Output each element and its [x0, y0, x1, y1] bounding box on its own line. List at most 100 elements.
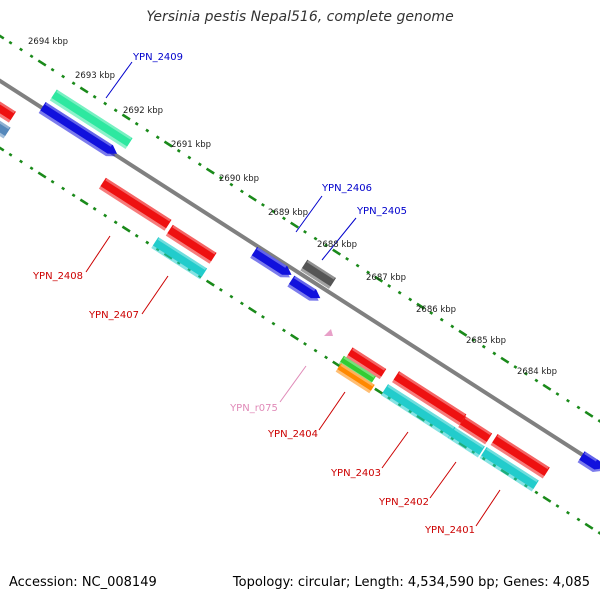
bar-highlight: [293, 276, 316, 292]
bar-body: [449, 427, 485, 455]
bar-highlight: [352, 347, 386, 371]
outer-tick-ring: [0, 34, 600, 423]
tick-mark: [61, 186, 66, 191]
kbp-tick-label: 2688 kbp: [317, 240, 357, 250]
leader-line: [429, 461, 457, 499]
tick-mark: [513, 365, 518, 369]
gene-bar-ypn-2401[interactable]: [490, 434, 550, 479]
gene-label-ypn-2405[interactable]: YPN_2405: [356, 206, 407, 217]
gene-label-ypn-2404[interactable]: YPN_2404: [267, 429, 318, 440]
leader-line: [85, 235, 111, 273]
tick-mark: [19, 47, 24, 52]
tick-mark: [471, 338, 476, 342]
bar-highlight: [45, 102, 113, 147]
tick-mark: [71, 193, 76, 198]
bar-highlight: [0, 100, 16, 114]
gene-label-ypn-2407[interactable]: YPN_2407: [88, 310, 139, 321]
tick-mark: [387, 284, 392, 288]
gene-bar-ypn-2409[interactable]: [49, 89, 133, 150]
tick-mark: [324, 243, 329, 248]
bar-body: [382, 384, 456, 436]
tick-mark: [229, 182, 234, 187]
bar-body: [51, 89, 133, 147]
tick-mark: [555, 392, 560, 396]
gene-bar-ypn-2405[interactable]: [300, 259, 337, 289]
gene-bar-ypn-2403[interactable]: [392, 371, 467, 426]
label-leaders: [85, 61, 501, 527]
tick-mark: [458, 329, 468, 337]
bar-body: [0, 99, 16, 121]
gene-bar-ypn-2406[interactable]: [250, 246, 294, 282]
gene-bar-ypn-2402-b[interactable]: [458, 416, 493, 445]
kbp-tick-label: 2693 kbp: [75, 71, 115, 81]
gene-bar-trna[interactable]: [335, 363, 375, 394]
tick-mark: [566, 398, 570, 403]
tick-mark: [534, 378, 539, 383]
leader-line: [279, 365, 307, 403]
tick-mark: [555, 504, 560, 508]
topology-text: Topology: circular; Length: 4,534,590 bp…: [232, 575, 590, 590]
tick-mark: [79, 86, 89, 94]
kbp-tick-label: 2684 kbp: [517, 367, 557, 377]
tick-mark: [134, 233, 139, 238]
gene-bar-ypn-2408[interactable]: [98, 177, 172, 231]
gene-bar-ypn-2408-b[interactable]: [165, 224, 217, 264]
kbp-tick-label: 2687 kbp: [366, 273, 406, 283]
bar-body: [459, 416, 493, 442]
bar-highlight: [343, 356, 376, 378]
gene-bar-ypn-2402[interactable]: [381, 384, 456, 439]
bar-body: [337, 363, 375, 391]
tick-mark: [8, 152, 13, 157]
tick-mark: [332, 360, 342, 368]
leader-line: [141, 275, 169, 315]
gene-label-ypn-2408[interactable]: YPN_2408: [32, 271, 83, 282]
tick-mark: [113, 220, 118, 225]
gene-marker-ypn-r075[interactable]: [324, 329, 333, 336]
gene-bar-ypn-2402-c[interactable]: [447, 427, 485, 458]
gene-bar-edge-left[interactable]: [0, 99, 16, 123]
tick-mark: [374, 275, 384, 283]
gene-bar-ypn-2409-cds[interactable]: [38, 102, 120, 160]
tick-mark: [29, 166, 34, 171]
gene-bar-ypn-2401-b[interactable]: [479, 447, 539, 492]
tick-mark: [450, 324, 455, 329]
gene-label-ypn-2402[interactable]: YPN_2402: [378, 497, 429, 508]
gene-label-ypn-2409[interactable]: YPN_2409: [132, 52, 183, 63]
tick-mark: [542, 495, 552, 503]
tick-mark: [271, 321, 276, 326]
tick-mark: [176, 148, 181, 153]
gene-bar-ypn-2407[interactable]: [151, 237, 208, 280]
bar-body: [347, 347, 387, 377]
tick-mark: [429, 311, 434, 315]
bar-highlight: [340, 363, 374, 387]
tick-mark: [103, 101, 108, 106]
kbp-tick-label: 2689 kbp: [268, 208, 308, 218]
tick-mark: [247, 194, 257, 202]
gene-bar-edge[interactable]: [577, 451, 600, 475]
bar-body: [288, 275, 321, 299]
gene-bar-ypn-2406-b[interactable]: [287, 275, 323, 305]
leader-line: [318, 391, 346, 431]
tick-mark: [121, 225, 131, 233]
tick-mark: [113, 108, 118, 113]
gene-label-ypn-2406[interactable]: YPN_2406: [321, 183, 372, 194]
tick-mark: [247, 306, 257, 314]
gene-label-ypn-r075[interactable]: YPN_r075: [229, 403, 278, 414]
bar-body: [100, 177, 172, 229]
tick-mark: [71, 81, 76, 86]
gene-bar-edge-left-b[interactable]: [0, 120, 11, 139]
gene-bar-rrna[interactable]: [338, 355, 376, 385]
bar-highlight: [454, 427, 485, 449]
bar-highlight: [387, 384, 455, 429]
tick-mark: [50, 179, 55, 184]
gene-bar-ypn-2404[interactable]: [346, 347, 387, 380]
tick-mark: [542, 383, 552, 391]
gene-label-ypn-2403[interactable]: YPN_2403: [330, 468, 381, 479]
tick-mark: [229, 294, 234, 299]
gene-label-ypn-2401[interactable]: YPN_2401: [424, 525, 475, 536]
tick-mark: [0, 146, 5, 152]
kbp-tick-label: 2690 kbp: [219, 174, 259, 184]
tick-mark: [187, 155, 192, 160]
bar-body: [0, 120, 11, 136]
